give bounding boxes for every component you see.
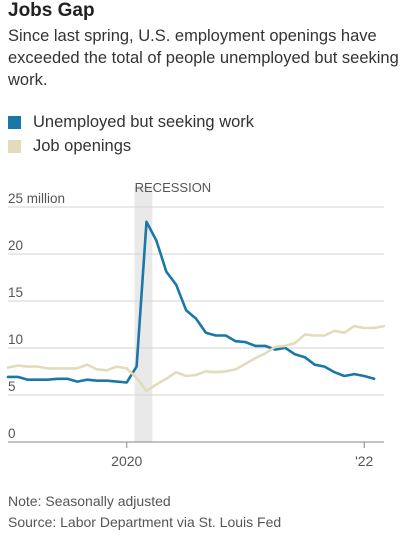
ytick-label-20: 20 bbox=[8, 238, 23, 253]
legend-item-unemployed: Unemployed but seeking work bbox=[8, 113, 403, 132]
ytick-label-25: 25 million bbox=[8, 191, 65, 206]
xtick-label: 2020 bbox=[111, 453, 142, 469]
recession-label: RECESSION bbox=[135, 180, 212, 195]
chart-footnote: Note: Seasonally adjusted Source: Labor … bbox=[8, 491, 281, 533]
legend-swatch-openings bbox=[8, 140, 21, 153]
legend-label-unemployed: Unemployed but seeking work bbox=[33, 113, 255, 131]
ytick-label-5: 5 bbox=[8, 379, 16, 394]
legend-label-openings: Job openings bbox=[33, 137, 132, 155]
series-line-openings bbox=[6, 324, 386, 393]
source-text: Source: Labor Department via St. Louis F… bbox=[8, 514, 282, 530]
legend-swatch-unemployed bbox=[8, 116, 21, 129]
ytick-label-10: 10 bbox=[8, 332, 23, 347]
recession-band bbox=[134, 186, 153, 442]
chart-title: Jobs Gap bbox=[8, 0, 95, 21]
xtick-label: '22 bbox=[355, 453, 373, 469]
legend-item-openings: Job openings bbox=[8, 137, 403, 156]
ytick-label-0: 0 bbox=[8, 426, 16, 441]
ytick-label-15: 15 bbox=[8, 285, 23, 300]
note-text: Note: Seasonally adjusted bbox=[8, 493, 171, 509]
series-line-unemployed bbox=[6, 220, 376, 384]
chart-subtitle: Since last spring, U.S. employment openi… bbox=[8, 27, 399, 89]
